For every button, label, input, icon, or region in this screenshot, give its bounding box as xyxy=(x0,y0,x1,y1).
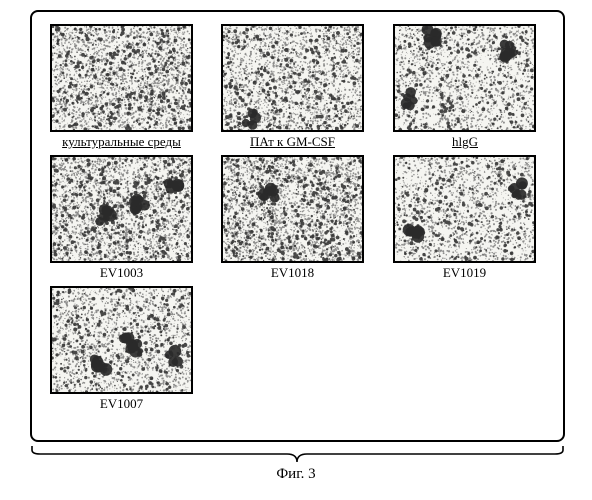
label-ev1003: EV1003 xyxy=(50,265,193,281)
label-ev1007: EV1007 xyxy=(50,396,193,412)
panel-pat-gmcsf xyxy=(221,24,364,132)
label-pat-gmcsf: ПАт к GM-CSF xyxy=(221,134,364,150)
figure-caption: Фиг. 3 xyxy=(0,466,592,483)
label-culture-media: культуральные среды xyxy=(50,134,193,150)
panel-ev1018 xyxy=(221,155,364,263)
panel-ev1003 xyxy=(50,155,193,263)
label-ev1019: EV1019 xyxy=(393,265,536,281)
panel-ev1007 xyxy=(50,286,193,394)
panel-culture-media xyxy=(50,24,193,132)
figure-brace xyxy=(30,444,565,464)
panel-ev1019 xyxy=(393,155,536,263)
label-hlgg: hlgG xyxy=(430,134,500,150)
panel-hlgg xyxy=(393,24,536,132)
label-ev1018: EV1018 xyxy=(221,265,364,281)
